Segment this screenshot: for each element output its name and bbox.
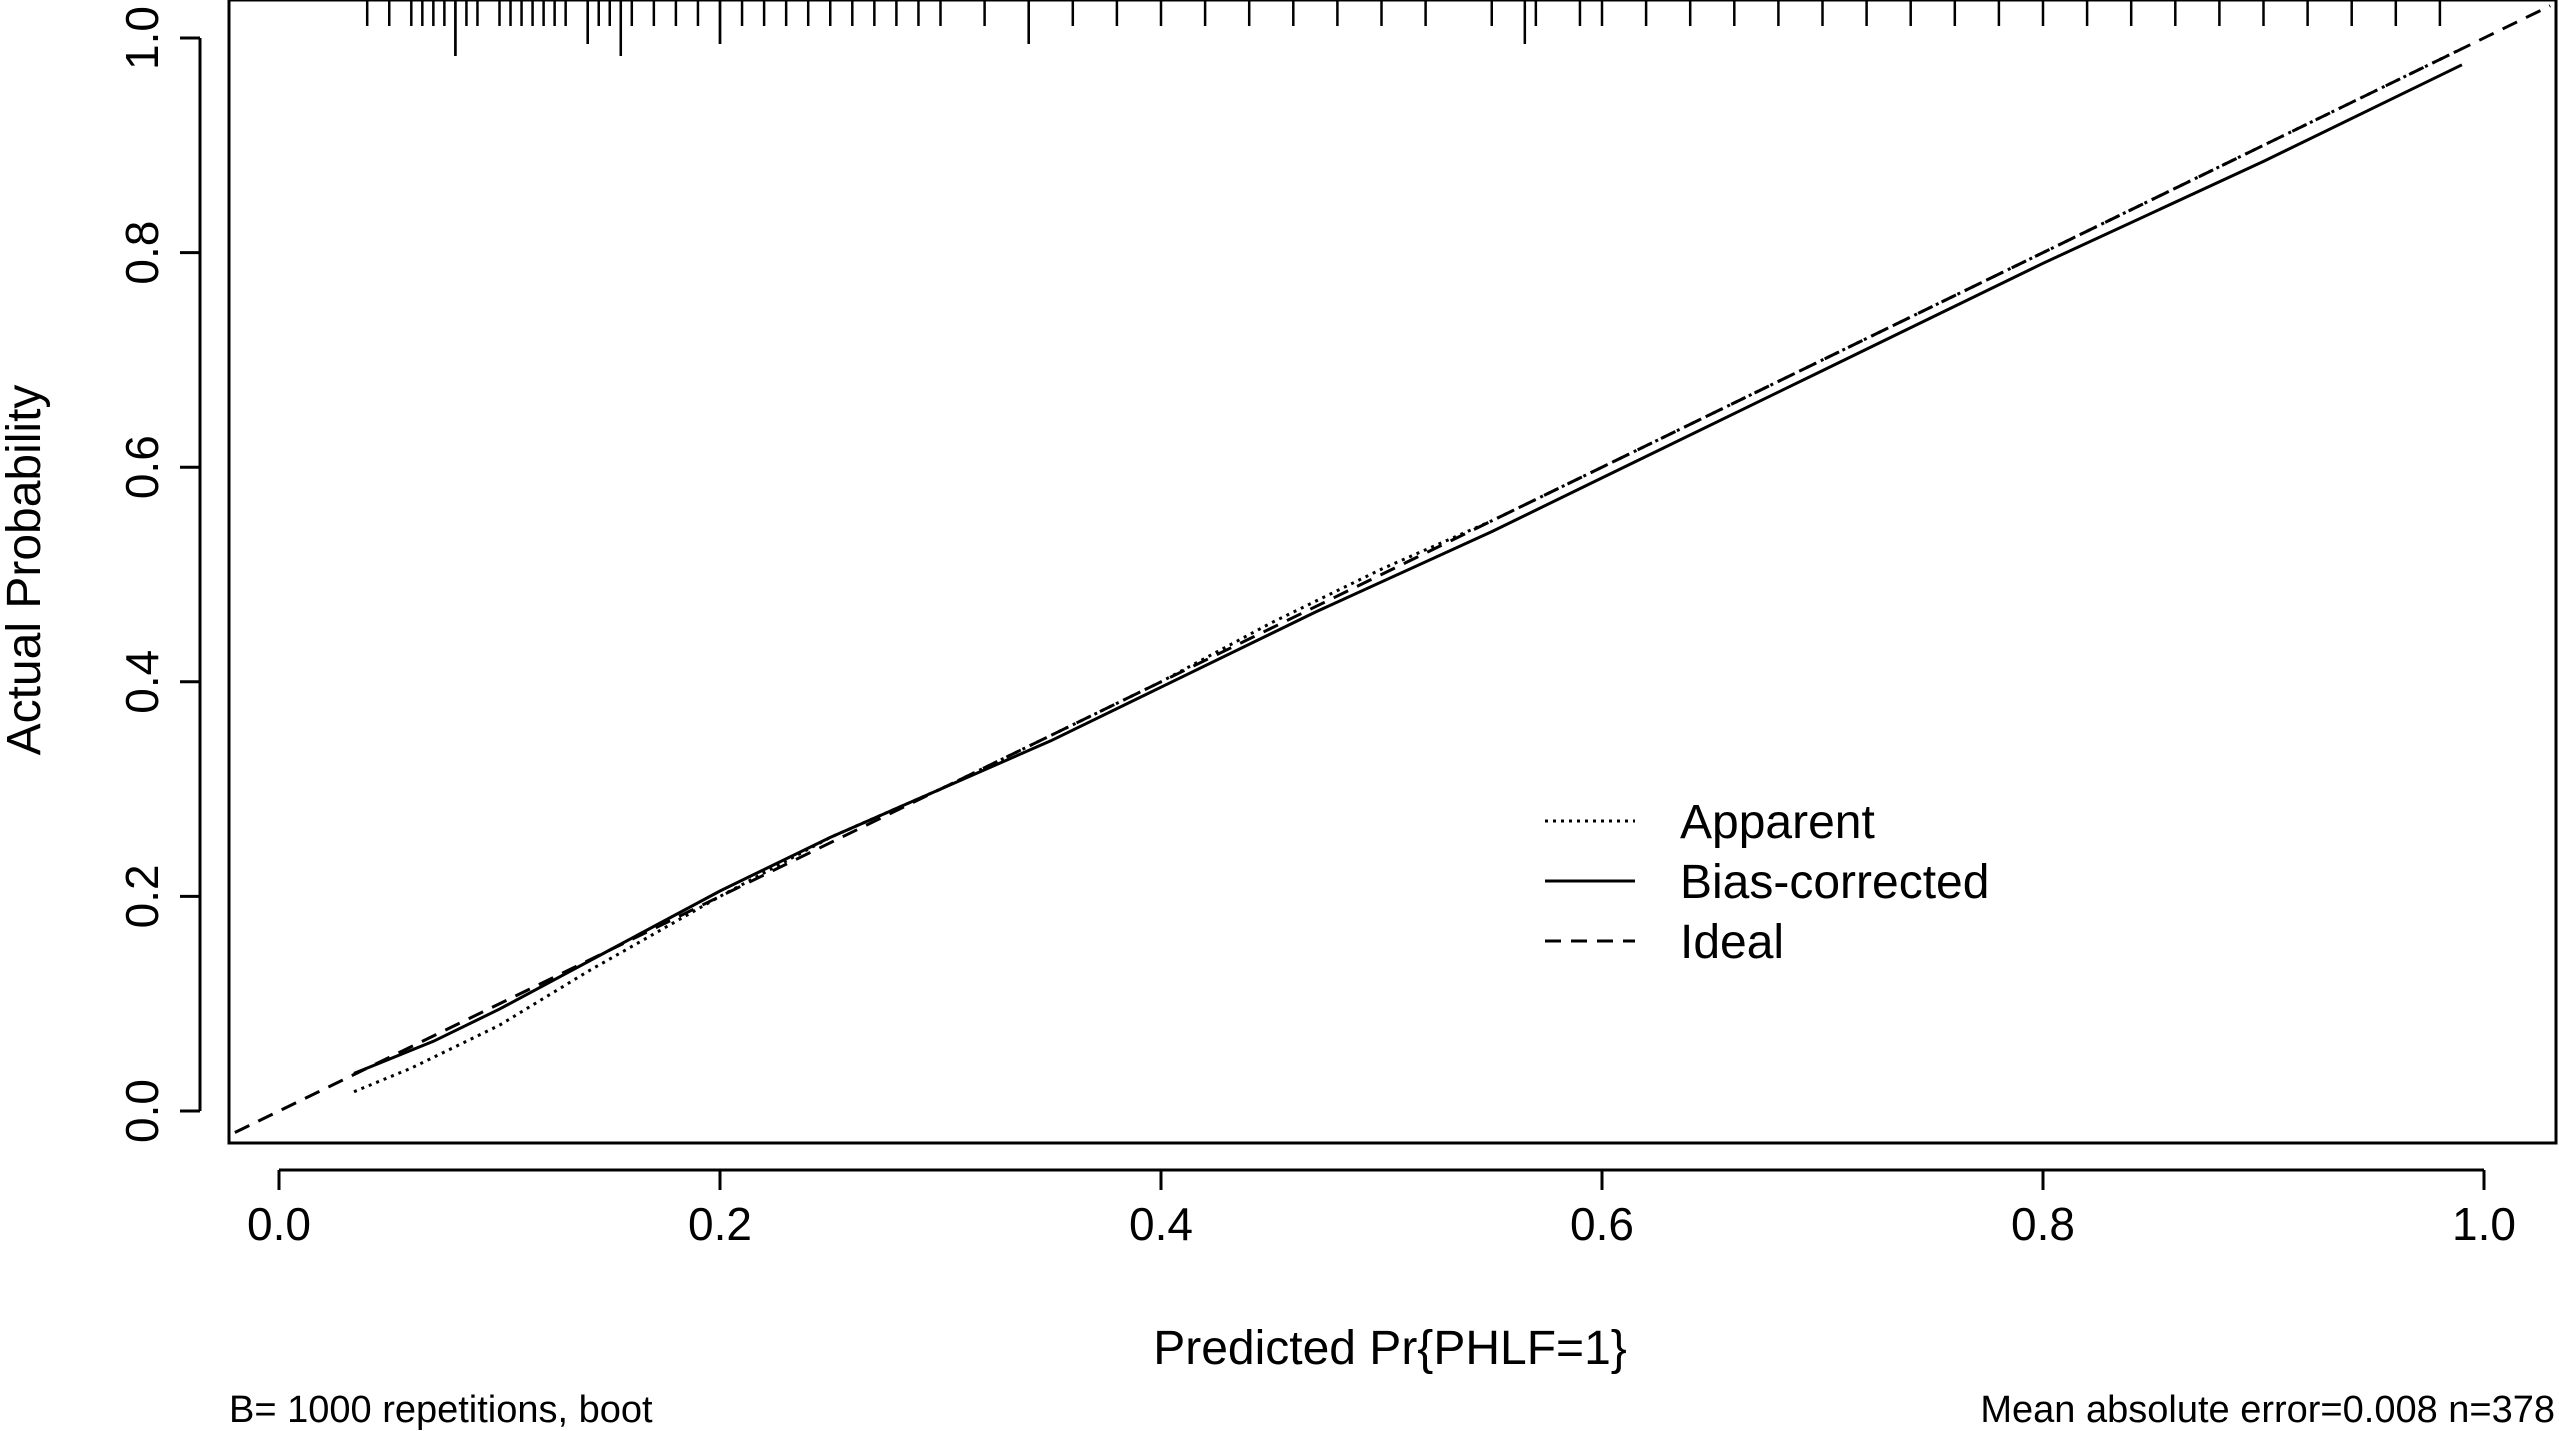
footer-right-note: Mean absolute error=0.008 n=378 — [1980, 1389, 2555, 1431]
y-axis: 0.0 0.2 0.4 0.6 0.8 1.0 — [116, 6, 202, 1143]
legend-label: Apparent — [1680, 796, 1875, 849]
y-tick-label: 0.4 — [116, 650, 168, 714]
y-tick-label: 0.0 — [116, 1079, 168, 1143]
x-axis: 0.0 0.2 0.4 0.6 0.8 1.0 — [247, 1168, 2516, 1250]
series-lines — [234, 4, 2551, 1134]
x-tick-label: 1.0 — [2452, 1198, 2516, 1250]
x-tick-label: 0.4 — [1129, 1198, 1193, 1250]
footer-left-note: B= 1000 repetitions, boot — [229, 1389, 653, 1431]
series-line-bias-corrected — [353, 63, 2463, 1075]
y-tick-label: 1.0 — [116, 6, 168, 70]
x-tick-label: 0.0 — [247, 1198, 311, 1250]
y-tick-label: 0.8 — [116, 221, 168, 285]
legend-label: Ideal — [1680, 916, 1784, 969]
x-tick-label: 0.2 — [688, 1198, 752, 1250]
x-tick-label: 0.8 — [2011, 1198, 2075, 1250]
plot-frame — [227, 0, 2558, 1145]
y-tick-label: 0.6 — [116, 435, 168, 499]
legend: Apparent Bias-corrected Ideal — [1545, 796, 1989, 969]
y-axis-label: Actual Probability — [0, 385, 51, 756]
legend-label: Bias-corrected — [1680, 856, 1989, 909]
rug-ticks — [365, 0, 2442, 56]
x-tick-label: 0.6 — [1570, 1198, 1634, 1250]
series-line-ideal — [234, 4, 2551, 1134]
x-axis-label: Predicted Pr{PHLF=1} — [1153, 1322, 1627, 1375]
y-tick-label: 0.2 — [116, 864, 168, 928]
